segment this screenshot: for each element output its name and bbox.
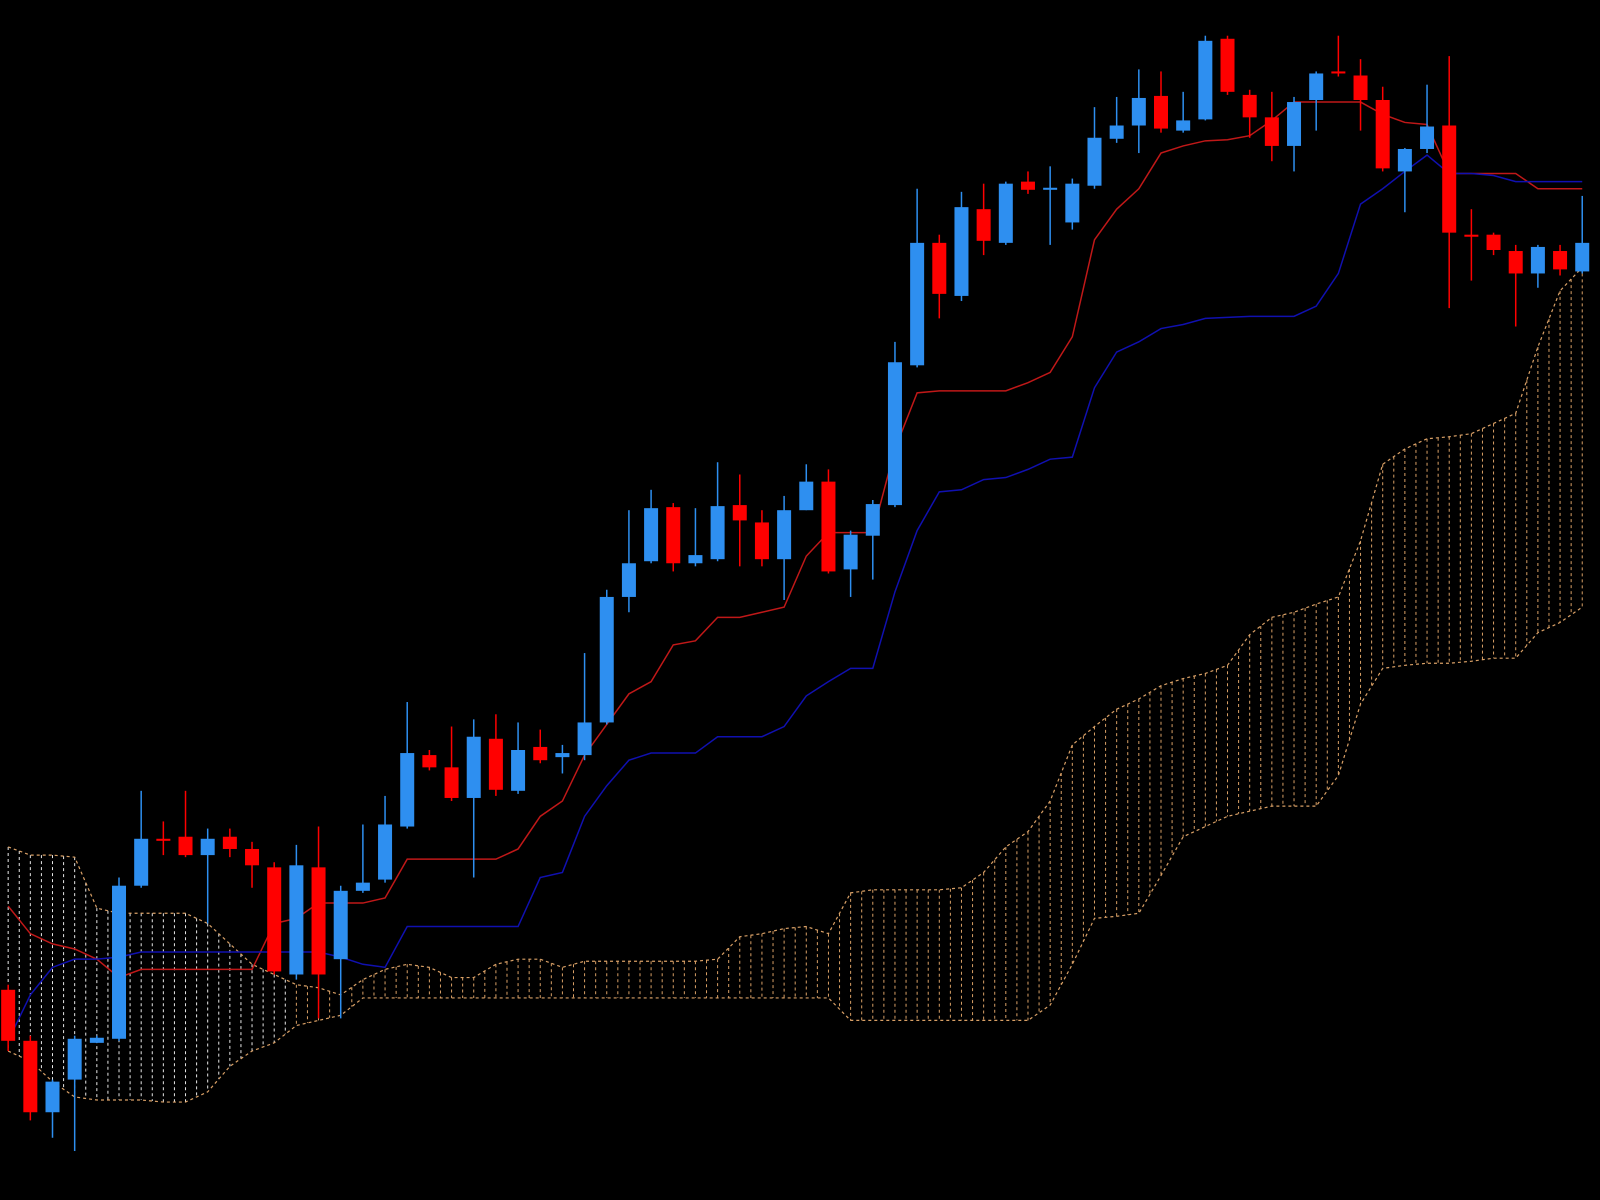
candle-body [1020,181,1035,190]
candle-body [555,753,570,758]
cloud-boundary [7,606,1583,1103]
candle-body [23,1040,38,1113]
candle-body [156,838,171,841]
candle-body [1353,75,1368,100]
candle-body [45,1081,60,1113]
candle-body [533,746,548,761]
candle-body [954,207,969,296]
candle-body [289,865,304,975]
candle-body [732,505,747,521]
candle-body [200,838,215,856]
candle-body [1420,126,1435,149]
candle-body [1065,183,1080,223]
candle-body [1109,125,1124,139]
candle-body [311,867,326,975]
candle-body [621,563,636,597]
candle-body [444,767,459,798]
candle-body [843,534,858,570]
candle-body [1442,125,1457,233]
candle-body [222,836,237,849]
candle-body [710,506,725,560]
candle-body [688,555,703,564]
candle-body [511,750,526,791]
candle-body [1043,187,1058,190]
candle-body [910,242,925,366]
candle-body [400,753,415,827]
candle-body [1464,234,1479,237]
candle-body [1530,246,1545,274]
candle-body [1508,251,1523,274]
candle-body [422,755,437,768]
candle-body [1242,94,1257,118]
candle-body [799,481,814,511]
candle-body [1397,148,1412,172]
candle-body [333,890,348,960]
candle-body [577,722,592,756]
candle-body [1553,251,1568,270]
candle-body [821,481,836,572]
candle-body [267,867,282,972]
candle-body [1331,71,1346,74]
candle-body [1,989,16,1041]
candle-body [134,838,149,886]
candle-body [998,183,1013,243]
candle-body [1176,120,1191,131]
candle-body [887,362,902,506]
candle-body [1486,234,1501,250]
candle-body [245,848,260,866]
candle-body [1131,97,1146,126]
candle-body [112,885,127,1039]
candle-body [1575,242,1590,272]
candle-body [1154,95,1168,129]
candle-body [644,508,659,562]
candle-body [89,1037,104,1043]
candle-body [355,882,370,891]
candle-body [1287,102,1302,146]
candle-body [466,736,481,798]
candle-body [777,510,792,560]
candle-body [1309,73,1324,100]
candle-body [932,242,947,294]
candle-body [1375,100,1390,169]
candle-body [488,738,503,790]
candle-body [67,1038,82,1080]
candle-body [1220,38,1235,92]
candle-body [378,824,393,880]
candle-body [976,209,991,241]
candle-body [865,504,880,536]
candle-body [1087,137,1102,186]
candle-body [599,596,614,723]
candle-body [1198,40,1213,120]
candle-body [178,836,193,856]
candle-body [666,507,681,564]
candle-body [754,522,769,560]
cloud-boundary [7,266,1583,996]
candle-body [1264,117,1279,146]
